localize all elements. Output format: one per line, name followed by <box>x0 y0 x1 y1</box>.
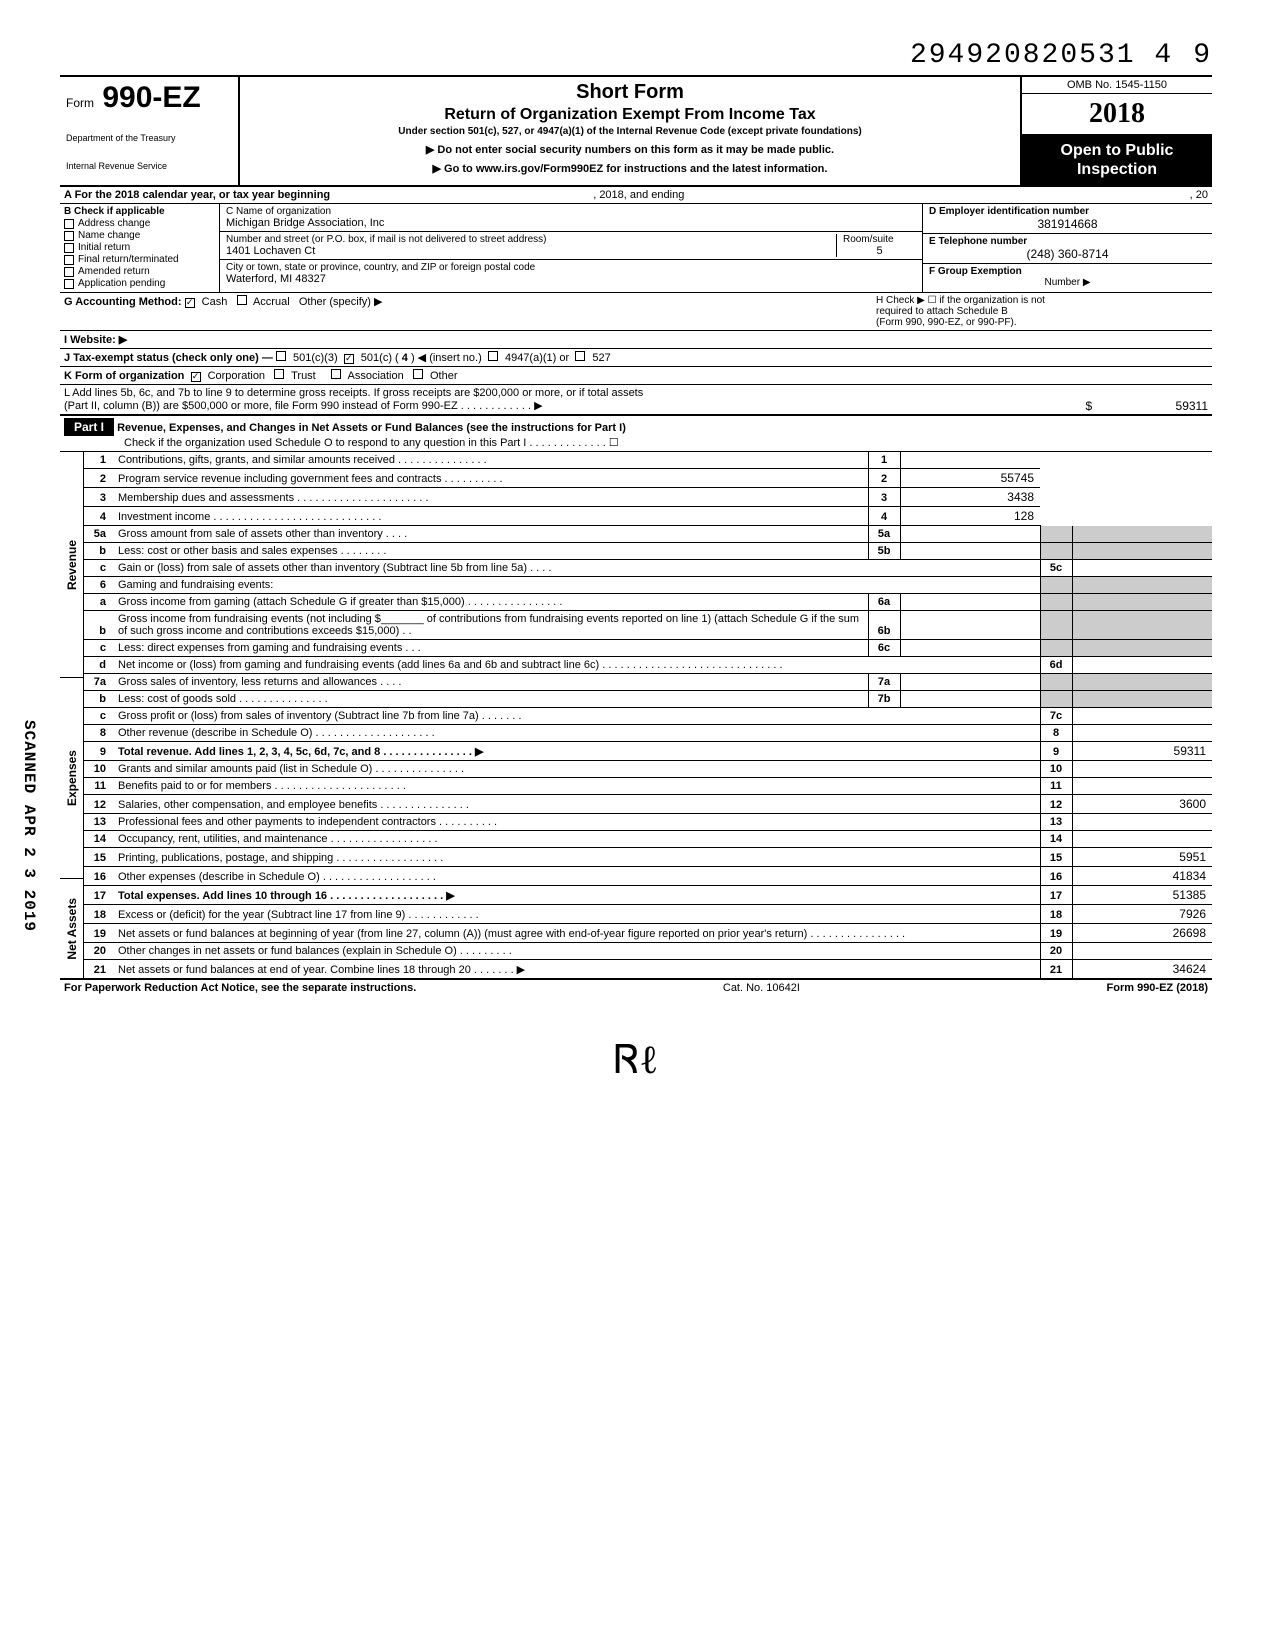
row-l-gross-receipts: L Add lines 5b, 6c, and 7b to line 9 to … <box>60 385 1212 416</box>
label-street: Number and street (or P.O. box, if mail … <box>226 234 836 245</box>
checkbox-other-org[interactable] <box>413 369 423 379</box>
checkbox-527[interactable] <box>575 351 585 361</box>
checkbox-accrual[interactable] <box>237 295 247 305</box>
checkbox-final-return[interactable] <box>64 255 74 265</box>
document-number: 294920820531 49 <box>60 40 1212 71</box>
checkbox-501c3[interactable] <box>276 351 286 361</box>
org-name: Michigan Bridge Association, Inc <box>226 217 916 229</box>
label-phone: E Telephone number <box>929 236 1206 247</box>
ein-value: 381914668 <box>929 217 1206 231</box>
label-city: City or town, state or province, country… <box>226 262 916 273</box>
label-org-name: C Name of organization <box>226 206 916 217</box>
label-group-exemption: F Group Exemption <box>929 266 1206 277</box>
website-note: ▶ Go to www.irs.gov/Form990EZ for instru… <box>248 162 1012 175</box>
side-label-revenue: Revenue <box>65 540 79 590</box>
lines-table: 1Contributions, gifts, grants, and simil… <box>84 452 1212 979</box>
checkbox-application-pending[interactable] <box>64 279 74 289</box>
scanned-stamp: SCANNED APR 2 3 2019 <box>20 720 38 932</box>
side-label-expenses: Expenses <box>65 750 79 806</box>
row-g-accounting: G Accounting Method: ✓ Cash Accrual Othe… <box>60 293 872 330</box>
irs-label: Internal Revenue Service <box>66 161 232 171</box>
form-subtitle: Return of Organization Exempt From Incom… <box>248 106 1012 124</box>
open-public: Open to Public Inspection <box>1022 135 1212 185</box>
signature-initials: Ꮢℓ <box>60 1036 1212 1083</box>
form-header: Form 990-EZ Department of the Treasury I… <box>60 75 1212 185</box>
label-group-number: Number ▶ <box>929 277 1206 288</box>
checkbox-amended-return[interactable] <box>64 267 74 277</box>
row-j-tax-status: J Tax-exempt status (check only one) — 5… <box>60 349 1212 367</box>
checkbox-association[interactable] <box>331 369 341 379</box>
dept-treasury: Department of the Treasury <box>66 133 232 143</box>
checkbox-501c[interactable]: ✓ <box>344 354 354 364</box>
ssn-note: ▶ Do not enter social security numbers o… <box>248 143 1012 156</box>
checkbox-cash[interactable]: ✓ <box>185 298 195 308</box>
row-h-schedule-b: H Check ▶ ☐ if the organization is not r… <box>872 293 1212 330</box>
checkbox-trust[interactable] <box>274 369 284 379</box>
checkbox-name-change[interactable] <box>64 231 74 241</box>
street-address: 1401 Lochaven Ct <box>226 245 836 257</box>
omb-number: OMB No. 1545-1150 <box>1022 77 1212 94</box>
part-1-header: Part I Revenue, Expenses, and Changes in… <box>60 416 1212 452</box>
page-footer: For Paperwork Reduction Act Notice, see … <box>60 979 1212 996</box>
checkbox-initial-return[interactable] <box>64 243 74 253</box>
room-suite: 5 <box>843 245 916 257</box>
section-b-checkboxes: B Check if applicable Address change Nam… <box>60 204 220 292</box>
checkbox-corporation[interactable]: ✓ <box>191 372 201 382</box>
phone-value: (248) 360-8714 <box>929 247 1206 261</box>
form-number: 990-EZ <box>102 81 200 114</box>
checkbox-address-change[interactable] <box>64 219 74 229</box>
tax-year: 2018 <box>1022 94 1212 135</box>
label-ein: D Employer identification number <box>929 206 1206 217</box>
form-title: Short Form <box>248 81 1012 104</box>
row-k-form-org: K Form of organization ✓ Corporation Tru… <box>60 367 1212 385</box>
row-a-calendar-year: A For the 2018 calendar year, or tax yea… <box>60 185 1212 204</box>
row-i-website: I Website: ▶ <box>60 331 1212 349</box>
side-label-net-assets: Net Assets <box>65 898 79 960</box>
city-state-zip: Waterford, MI 48327 <box>226 273 916 285</box>
checkbox-4947[interactable] <box>488 351 498 361</box>
under-section: Under section 501(c), 527, or 4947(a)(1)… <box>248 126 1012 137</box>
label-room: Room/suite <box>843 234 916 245</box>
